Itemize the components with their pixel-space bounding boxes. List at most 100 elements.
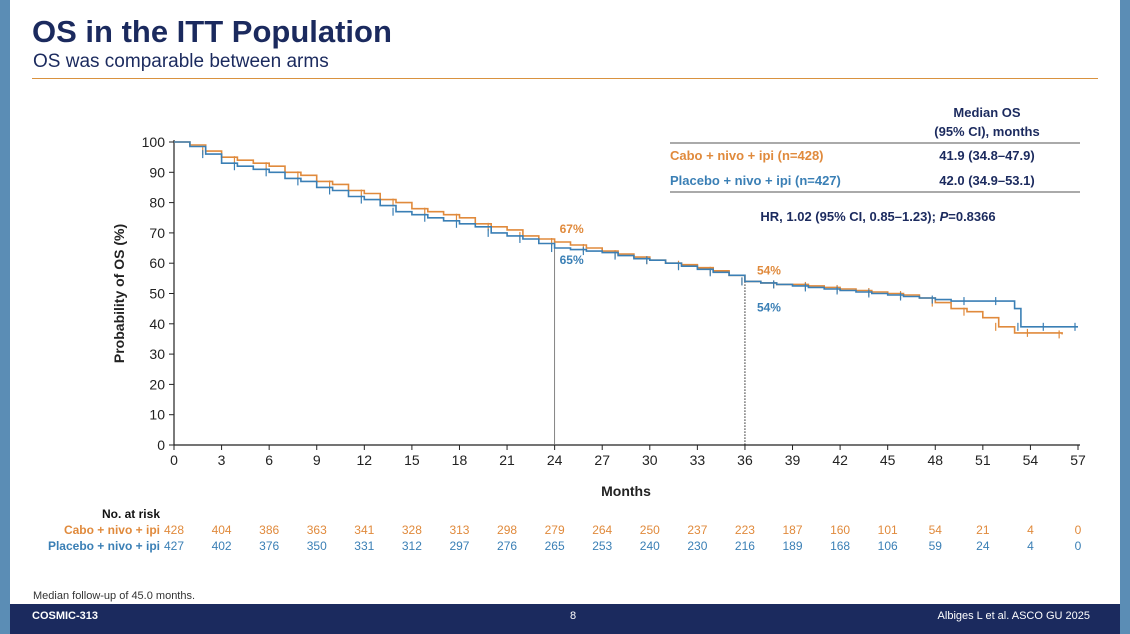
x-tick-label: 30 [642,452,658,468]
risk-value: 341 [354,523,374,537]
x-tick-label: 36 [737,452,753,468]
title-divider [32,78,1098,79]
y-tick-label: 20 [149,376,165,392]
y-tick-label: 80 [149,195,165,211]
risk-value: 189 [783,539,803,553]
y-tick-label: 10 [149,407,165,423]
x-tick-label: 21 [499,452,515,468]
landmark-label-placebo-36: 54% [757,300,781,314]
risk-value: 404 [212,523,232,537]
risk-value: 0 [1075,523,1082,537]
hr-prefix: HR, 1.02 (95% CI, 0.85–1.23); [760,209,939,224]
summary-header-line1: Median OS [953,105,1021,120]
slide-title: OS in the ITT Population [32,14,392,49]
risk-value: 428 [164,523,184,537]
risk-value: 24 [976,539,990,553]
risk-value: 297 [449,539,469,553]
y-axis-label: Probability of OS (%) [111,224,127,363]
risk-value: 328 [402,523,422,537]
x-tick-label: 45 [880,452,896,468]
risk-value: 54 [929,523,943,537]
study-name: COSMIC-313 [32,610,99,622]
x-tick-label: 9 [313,452,321,468]
risk-value: 101 [878,523,898,537]
risk-value: 253 [592,539,612,553]
risk-value: 312 [402,539,422,553]
risk-value: 160 [830,523,850,537]
summary-table-bg [670,100,1090,230]
x-tick-label: 57 [1070,452,1086,468]
x-tick-label: 12 [357,452,373,468]
y-tick-label: 70 [149,225,165,241]
hazard-ratio-text: HR, 1.02 (95% CI, 0.85–1.23); P=0.8366 [760,209,995,224]
risk-value: 276 [497,539,517,553]
risk-value: 223 [735,523,755,537]
summary-header-line2: (95% CI), months [934,124,1039,139]
risk-value: 216 [735,539,755,553]
risk-value: 265 [545,539,565,553]
risk-value: 313 [449,523,469,537]
y-tick-label: 60 [149,255,165,271]
x-tick-label: 42 [832,452,848,468]
y-tick-label: 0 [157,437,165,453]
x-tick-label: 54 [1023,452,1039,468]
risk-row-label-cabo: Cabo + nivo + ipi [64,523,160,537]
y-tick-label: 50 [149,286,165,302]
footnote: Median follow-up of 45.0 months. [33,590,196,602]
risk-value: 350 [307,539,327,553]
risk-value: 363 [307,523,327,537]
landmark-label-cabo-36: 54% [757,263,781,277]
risk-value: 59 [929,539,943,553]
landmark-label-placebo-24: 65% [560,253,584,267]
summary-arm-cabo: Cabo + nivo + ipi (n=428) [670,148,824,163]
x-tick-label: 27 [594,452,610,468]
risk-value: 298 [497,523,517,537]
footer-bar: COSMIC-313 8 Albiges L et al. ASCO GU 20… [10,604,1120,634]
x-tick-label: 18 [452,452,468,468]
risk-value: 402 [212,539,232,553]
risk-value: 4 [1027,523,1034,537]
risk-value: 376 [259,539,279,553]
x-tick-label: 15 [404,452,420,468]
y-tick-label: 100 [142,134,166,150]
risk-value: 0 [1075,539,1082,553]
risk-value: 230 [687,539,707,553]
risk-value: 237 [687,523,707,537]
y-tick-label: 40 [149,316,165,332]
risk-value: 187 [783,523,803,537]
risk-value: 264 [592,523,612,537]
hr-p-value: =0.8366 [948,209,995,224]
x-tick-label: 3 [218,452,226,468]
risk-value: 168 [830,539,850,553]
x-tick-label: 6 [265,452,273,468]
risk-value: 331 [354,539,374,553]
x-tick-label: 33 [690,452,706,468]
hr-p-letter: P [940,209,949,224]
risk-value: 21 [976,523,990,537]
risk-value: 427 [164,539,184,553]
citation: Albiges L et al. ASCO GU 2025 [937,610,1090,622]
risk-value: 386 [259,523,279,537]
risk-table-title: No. at risk [102,507,160,521]
risk-row-label-placebo: Placebo + nivo + ipi [48,539,160,553]
risk-value: 240 [640,539,660,553]
x-tick-label: 39 [785,452,801,468]
risk-value: 279 [545,523,565,537]
slide: OS in the ITT Population OS was comparab… [10,0,1120,634]
y-tick-label: 30 [149,346,165,362]
summary-value-placebo: 42.0 (34.9–53.1) [939,173,1034,188]
risk-value: 106 [878,539,898,553]
summary-value-cabo: 41.9 (34.8–47.9) [939,148,1034,163]
x-tick-label: 51 [975,452,991,468]
risk-value: 250 [640,523,660,537]
landmark-label-cabo-24: 67% [560,222,584,236]
x-tick-label: 0 [170,452,178,468]
summary-arm-placebo: Placebo + nivo + ipi (n=427) [670,173,841,188]
x-tick-label: 24 [547,452,563,468]
x-tick-label: 48 [927,452,943,468]
y-tick-label: 90 [149,164,165,180]
x-axis-label: Months [601,483,651,499]
slide-subtitle: OS was comparable between arms [33,51,329,72]
page-number: 8 [570,610,577,622]
